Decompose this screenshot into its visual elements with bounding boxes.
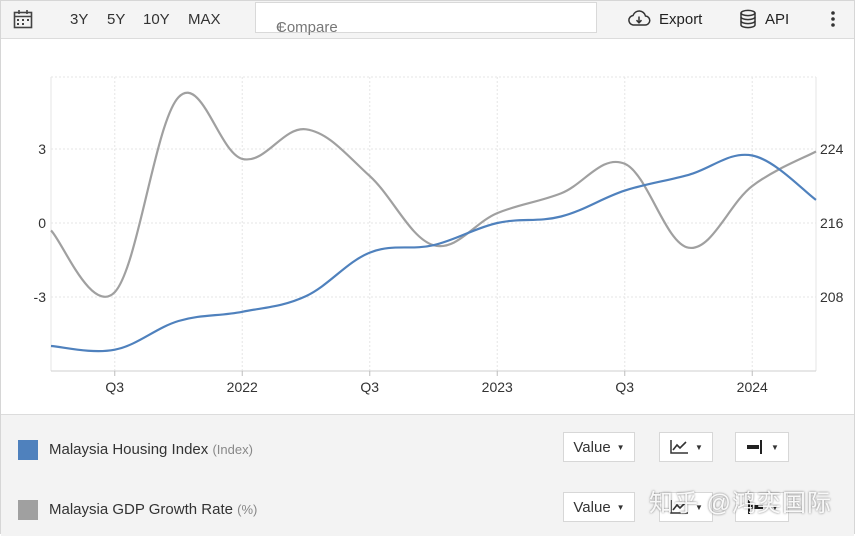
database-icon — [740, 9, 756, 29]
x-tick-label: 2024 — [737, 379, 768, 395]
legend-row-housing-index: Malaysia Housing Index (Index) Value ▼ ▼ … — [1, 430, 854, 470]
housing-index-line — [50, 153, 817, 353]
legend-panel: Malaysia Housing Index (Index) Value ▼ ▼ … — [1, 414, 854, 536]
x-tick-label: 2022 — [227, 379, 258, 395]
export-label: Export — [659, 10, 703, 28]
cloud-download-icon — [628, 10, 651, 26]
range-max-button[interactable]: MAX — [188, 11, 221, 28]
y-right-tick-label: 216 — [820, 215, 844, 231]
axis-select[interactable]: ▼ — [735, 492, 789, 522]
line-chart: Q3 2022 Q3 2023 Q3 2024 3 0 -3 224 216 208 — [34, 76, 844, 395]
y-left-tick-label: 0 — [38, 215, 46, 231]
right-axis-icon — [747, 440, 763, 454]
x-tick-label: Q3 — [105, 379, 124, 395]
chart-area: Q3 2022 Q3 2023 Q3 2024 3 0 -3 224 216 208 — [1, 39, 854, 414]
y-left-tick-label: -3 — [34, 289, 47, 305]
series-color-swatch — [18, 440, 38, 460]
compare-input[interactable]: Compare + — [255, 2, 597, 36]
caret-down-icon: ▼ — [616, 442, 625, 452]
chart-type-select[interactable]: ▼ — [659, 432, 713, 462]
value-select[interactable]: Value ▼ — [563, 492, 635, 522]
series-color-swatch — [18, 500, 38, 520]
plus-icon: + — [276, 19, 285, 36]
caret-down-icon: ▼ — [771, 442, 779, 452]
legend-series-unit: (Index) — [212, 442, 253, 457]
legend-series-unit: (%) — [237, 502, 258, 517]
x-tick-label: Q3 — [360, 379, 379, 395]
left-axis-icon — [748, 500, 764, 514]
y-right-tick-label: 224 — [820, 141, 844, 157]
range-3y-button[interactable]: 3Y — [70, 11, 89, 28]
gdp-growth-line — [50, 91, 817, 298]
caret-down-icon: ▼ — [695, 442, 703, 452]
caret-down-icon: ▼ — [616, 502, 625, 512]
chart-toolbar: 3Y 5Y 10Y MAX Compare + Export API — [1, 1, 854, 39]
y-right-tick-label: 208 — [820, 289, 844, 305]
range-10y-button[interactable]: 10Y — [143, 11, 170, 28]
x-tick-label: Q3 — [615, 379, 634, 395]
legend-series-name: Malaysia Housing Index (Index) — [49, 441, 253, 458]
more-options-icon[interactable] — [828, 10, 838, 28]
watermark: 知乎 @鸿奕国际 — [649, 490, 833, 517]
calendar-icon[interactable] — [13, 9, 33, 29]
line-chart-icon — [670, 440, 689, 454]
caret-down-icon: ▼ — [695, 502, 703, 512]
caret-down-icon: ▼ — [771, 502, 779, 512]
export-button[interactable]: Export — [627, 7, 702, 31]
value-select[interactable]: Value ▼ — [563, 432, 635, 462]
axis-select[interactable]: ▼ — [735, 432, 789, 462]
legend-series-name: Malaysia GDP Growth Rate (%) — [49, 501, 258, 518]
range-5y-button[interactable]: 5Y — [107, 11, 126, 28]
x-tick-label: 2023 — [482, 379, 513, 395]
chart-type-select[interactable]: ▼ — [659, 492, 713, 522]
legend-row-gdp-growth: Malaysia GDP Growth Rate (%) Value ▼ ▼ ▼ — [1, 490, 854, 530]
api-label: API — [765, 10, 790, 28]
line-chart-icon — [670, 500, 689, 514]
y-left-tick-label: 3 — [38, 141, 46, 157]
api-button[interactable]: API — [739, 7, 789, 31]
